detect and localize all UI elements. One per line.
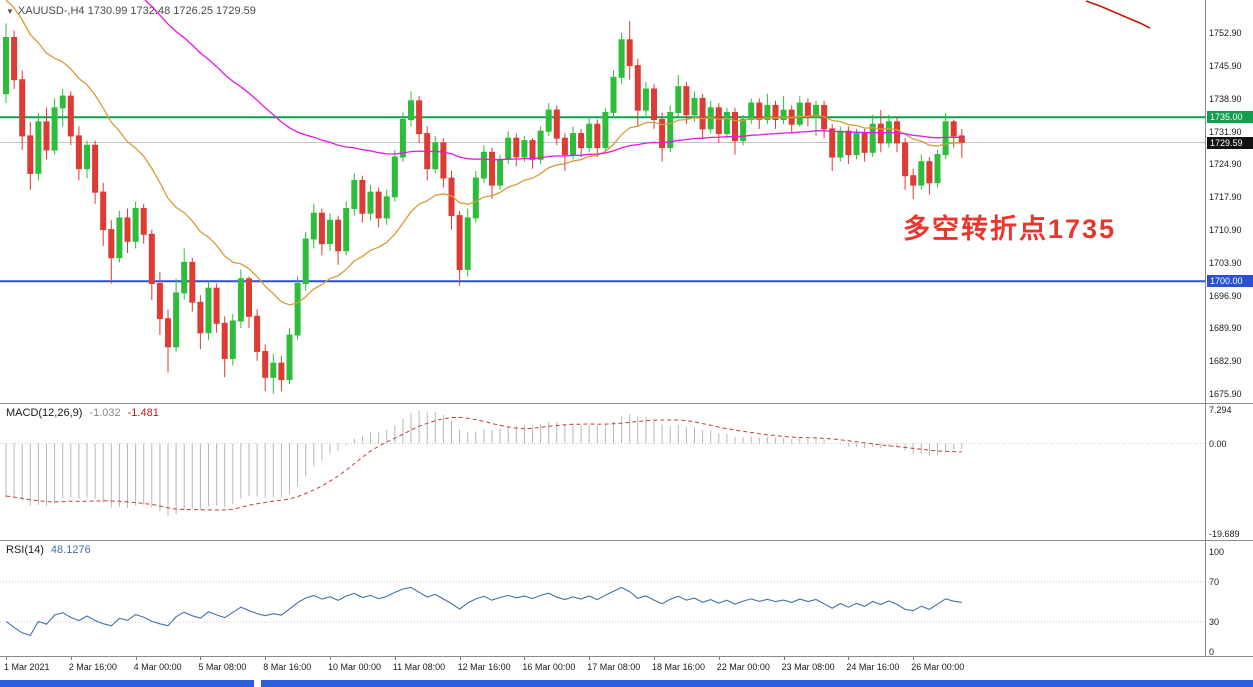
macd-axis-label: 0.00 <box>1209 438 1227 449</box>
price-axis-label: 1689.90 <box>1209 323 1242 334</box>
time-axis-tick <box>524 657 526 660</box>
time-axis-label: 18 Mar 16:00 <box>652 662 706 672</box>
rsi-axis-label: 30 <box>1209 617 1220 627</box>
bottom-window-strip-right[interactable] <box>261 680 1253 687</box>
price-scale[interactable]: 1735.00 1729.59 1700.00 1752.90 1745.90 17… <box>1205 0 1253 680</box>
time-axis-tick <box>200 657 202 660</box>
macd-signal-value: -1.481 <box>127 407 159 419</box>
price-tag-1700: 1700.00 <box>1207 275 1253 288</box>
chart-header: ▼ XAUUSD-,H4 1730.99 1732.48 1726.25 1729… <box>6 5 256 17</box>
time-axis-label: 26 Mar 00:00 <box>911 662 965 672</box>
time-axis-label: 22 Mar 00:00 <box>716 662 770 672</box>
price-axis-label: 1696.90 <box>1209 290 1242 301</box>
ma-fast-line <box>5 0 962 306</box>
time-axis-tick <box>913 657 915 660</box>
time-axis-label: 1 Mar 2021 <box>4 662 50 672</box>
rsi-line <box>5 586 962 637</box>
price-tag-current: 1729.59 <box>1207 136 1253 149</box>
time-axis-label: 24 Mar 16:00 <box>846 662 900 672</box>
price-axis-label: 1703.90 <box>1209 257 1242 268</box>
price-axis-label: 1738.90 <box>1209 93 1242 104</box>
macd-signal-line <box>5 416 962 511</box>
symbol-ohlc-text: XAUUSD-,H4 1730.99 1732.48 1726.25 1729.… <box>17 5 256 17</box>
price-axis-label: 1675.90 <box>1209 389 1242 400</box>
time-axis-tick <box>394 657 396 660</box>
ma-slow-line <box>144 0 962 161</box>
time-axis-tick <box>459 657 461 660</box>
macd-label: MACD(12,26,9) -1.032 -1.481 <box>6 407 159 419</box>
red-curve <box>1085 0 1151 29</box>
price-axis-label: 1710.90 <box>1209 225 1242 236</box>
time-axis-tick <box>589 657 591 660</box>
rsi-axis-label: 100 <box>1209 547 1225 557</box>
rsi-name: RSI(14) <box>6 544 44 556</box>
annotation-text: 多空转折点1735 <box>903 214 1117 244</box>
candles-layer <box>3 21 965 394</box>
chart-surface[interactable] <box>0 0 1205 657</box>
time-axis-tick <box>6 657 7 660</box>
price-axis-label: 1745.90 <box>1209 61 1242 72</box>
macd-name: MACD(12,26,9) <box>6 407 83 419</box>
panel-separator[interactable] <box>0 656 1253 657</box>
time-axis-label: 5 Mar 08:00 <box>198 662 247 672</box>
price-axis-label: 1752.90 <box>1209 28 1242 39</box>
time-axis-label: 8 Mar 16:00 <box>263 662 312 672</box>
price-axis-label: 1717.90 <box>1209 192 1242 203</box>
panel-separator[interactable] <box>0 540 1253 541</box>
macd-histogram <box>5 410 963 516</box>
price-tag-1735: 1735.00 <box>1207 111 1253 124</box>
time-axis-label: 23 Mar 08:00 <box>781 662 835 672</box>
bottom-window-strip-left[interactable] <box>0 680 254 687</box>
rsi-value: 48.1276 <box>50 544 91 556</box>
panel-separator[interactable] <box>0 403 1253 404</box>
price-axis-label: 1731.90 <box>1209 126 1242 137</box>
rsi-axis-label: 70 <box>1209 577 1220 587</box>
time-axis-label: 11 Mar 08:00 <box>392 662 446 672</box>
time-axis-tick <box>265 657 267 660</box>
time-axis-tick <box>70 657 72 660</box>
time-axis-label: 2 Mar 16:00 <box>68 662 117 672</box>
time-axis-tick <box>330 657 331 660</box>
time-axis-tick <box>848 657 850 660</box>
collapse-icon[interactable]: ▼ <box>6 7 14 16</box>
price-axis-label: 1682.90 <box>1209 356 1242 367</box>
time-axis-tick <box>783 657 785 660</box>
rsi-label: RSI(14) 48.1276 <box>6 544 91 556</box>
time-axis-label: 4 Mar 00:00 <box>133 662 182 672</box>
macd-axis-label: 7.294 <box>1209 405 1232 415</box>
time-axis-label: 10 Mar 00:00 <box>328 662 382 672</box>
time-axis-tick <box>135 657 137 660</box>
price-axis-label: 1724.90 <box>1209 159 1242 170</box>
time-axis-tick <box>718 657 720 660</box>
macd-axis-label: -19.689 <box>1209 529 1240 539</box>
rsi-axis-label: 0 <box>1209 647 1215 657</box>
time-axis-label: 16 Mar 00:00 <box>522 662 576 672</box>
time-axis-tick <box>654 657 655 660</box>
time-axis[interactable]: 1 Mar 2021 2 Mar 16:00 4 Mar 00:00 5 Mar 08… <box>0 657 1253 680</box>
macd-value: -1.032 <box>89 407 121 419</box>
time-axis-label: 12 Mar 16:00 <box>457 662 511 672</box>
time-axis-label: 17 Mar 08:00 <box>587 662 641 672</box>
